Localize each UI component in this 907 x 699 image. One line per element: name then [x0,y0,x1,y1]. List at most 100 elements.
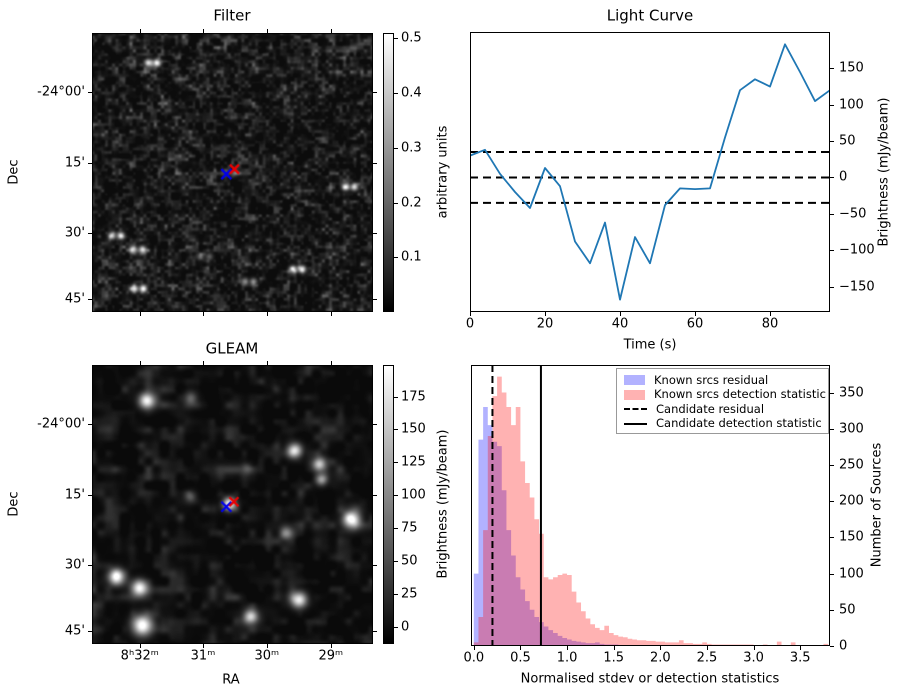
lc-ytick [830,286,834,288]
histogram-plot [471,365,830,646]
hist-xtick [706,646,708,650]
hist-ytick [830,537,834,539]
hist-ytick [830,464,834,466]
filter-colorbar-tick-label: 0.5 [401,30,422,46]
legend-label: Known srcs detection statistic [654,387,826,401]
hist-ytick-label: 300 [839,421,864,437]
legend-item: Known srcs detection statistic [624,388,828,403]
filter-ytick-label: 45' [64,291,85,307]
hist-ytick-label: 100 [839,566,864,582]
hist-xtick [520,646,522,650]
lc-ytick [830,213,834,215]
gleam-y-axis-label: Dec [6,491,22,517]
lc-xtick-label: 80 [761,316,779,332]
filter-sky-image [92,33,373,312]
light-curve-line [470,43,830,301]
gleam-colorbar-tick [394,495,398,497]
gleam-ytick-label: 30' [64,557,85,573]
lc-xtick-label: 20 [536,316,554,332]
hist-ytick [830,573,834,575]
legend-label: Candidate residual [656,401,765,416]
gleam-ytick-left [88,631,92,633]
gleam-ytick-left [88,564,92,566]
gleam-xtick-top [202,361,204,365]
hist-xtick-label: 0.0 [463,650,485,666]
filter-ytick-right [373,299,377,301]
hist-ytick-label: 0 [839,638,848,654]
gleam-title: GLEAM [205,339,259,358]
light-curve-x-axis-label: Time (s) [623,337,677,353]
filter-ytick-right [373,92,377,94]
gleam-xtick-label: 29ᵐ [318,648,344,664]
filter-ytick-left [88,92,92,94]
gleam-xtick-bottom [139,644,141,648]
hist-ytick [830,428,834,430]
gleam-ytick-label: 45' [64,623,85,639]
hist-ytick [830,501,834,503]
hist-xtick [473,646,475,650]
lc-ytick-label: 0 [839,169,848,185]
filter-xtick-top [266,29,268,33]
legend-item: Known srcs residual [624,373,828,388]
lc-ytick [830,68,834,70]
lc-ytick [830,250,834,252]
legend-label: Known srcs residual [654,372,769,387]
legend-dashed-line-swatch [624,408,647,411]
gleam-xtick-bottom [330,644,332,648]
gleam-colorbar-tick-label: 125 [401,454,426,470]
hist-ytick-label: 150 [839,529,864,545]
filter-ytick-label: -24°00' [37,84,85,100]
gleam-xtick-label: 30ᵐ [254,648,280,664]
lc-ytick [830,141,834,143]
gleam-colorbar-tick [394,396,398,398]
legend-solid-line-swatch [624,422,647,425]
histogram-frame [471,365,830,646]
gleam-ytick-left [88,424,92,426]
gleam-colorbar-tick [394,528,398,530]
gleam-xtick-label: 31ᵐ [190,648,216,664]
hist-xtick-label: 2.5 [696,650,718,666]
lc-ytick-label: 100 [839,97,864,113]
light-curve-y-axis-label: Brightness (mJy/beam) [876,97,892,247]
gleam-colorbar-tick-label: 0 [401,619,410,635]
filter-colorbar-tick [394,257,398,259]
lc-xtick-label: 0 [465,316,475,332]
gleam-xtick-label: 8ʰ32ᵐ [120,648,159,664]
lc-xtick [545,312,546,316]
hist-ytick-label: 250 [839,457,864,473]
gleam-ytick-right [373,495,377,497]
histogram-y-axis-label: Number of Sources [869,442,885,568]
light-curve-plot [470,32,830,312]
gleam-ytick-label: 15' [64,487,85,503]
lc-xtick [695,312,696,316]
light-curve-title: Light Curve [606,6,694,25]
filter-xtick-bottom [330,312,332,316]
hist-xtick [660,646,662,650]
lc-ytick [830,104,834,106]
gleam-colorbar-tick [394,429,398,431]
histogram-legend: Known srcs residual Known srcs detection … [616,368,829,434]
filter-colorbar-label: arbitrary units [435,125,451,219]
hist-xtick-label: 1.5 [603,650,624,666]
gleam-colorbar-tick [394,561,398,563]
lc-ytick [830,177,834,179]
hist-series-0 [473,407,642,646]
gleam-xtick-top [139,361,141,365]
gleam-xtick-bottom [266,644,268,648]
legend-item: Candidate residual [624,402,828,417]
hist-xtick-label: 3.0 [743,650,764,666]
hist-xtick [567,646,569,650]
filter-colorbar [383,33,394,312]
hist-series-1 [473,376,829,646]
filter-title: Filter [213,6,251,25]
filter-ytick-left [88,299,92,301]
filter-colorbar-tick [394,38,398,40]
filter-ytick-left [88,232,92,234]
lc-ytick-label: −50 [839,206,867,222]
filter-ytick-label: 15' [64,155,85,171]
gleam-colorbar [383,365,394,644]
filter-colorbar-tick [394,202,398,204]
gleam-colorbar-tick-label: 75 [401,520,418,536]
filter-xtick-bottom [266,312,268,316]
